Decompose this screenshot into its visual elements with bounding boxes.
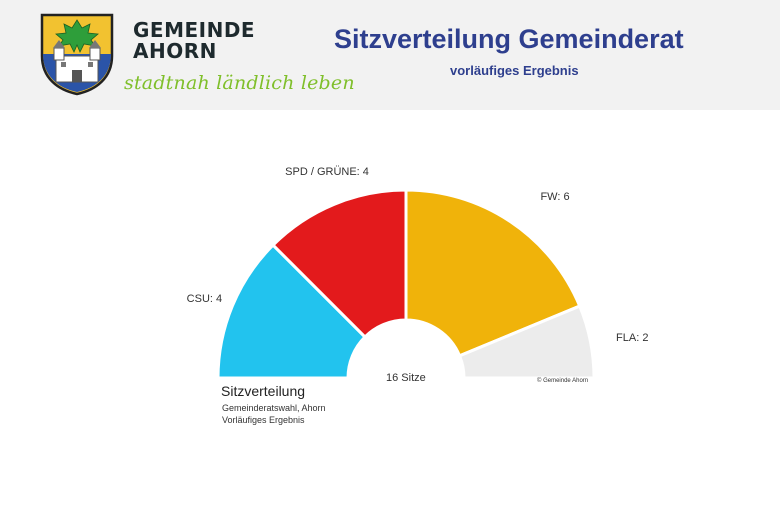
municipality-name-line1: GEMEINDE — [133, 18, 256, 42]
municipality-name: GEMEINDE AHORN — [133, 20, 255, 62]
seat-segment-fw — [404, 188, 582, 358]
page-title: Sitzverteilung Gemeinderat — [334, 24, 684, 54]
seat-label-spd-gr-ne: SPD / GRÜNE: 4 — [285, 165, 369, 178]
chart-copyright: © Gemeinde Ahorn — [537, 378, 589, 384]
page-subtitle: vorläufiges Ergebnis — [450, 63, 579, 78]
total-seats-label: 16 Sitze — [386, 372, 426, 384]
chart-caption-title: Sitzverteilung — [221, 383, 306, 399]
seat-distribution-chart — [216, 188, 596, 380]
chart-caption-line1: Gemeinderatswahl, Ahorn — [222, 403, 326, 413]
seat-label-fw: FW: 6 — [540, 190, 570, 203]
seat-label-csu: CSU: 4 — [186, 293, 223, 306]
page-header: GEMEINDE AHORN stadtnah ländlich leben S… — [0, 0, 780, 110]
seat-chart-panel: 16 Sitze © Gemeinde Ahorn CSU: 4 SPD / GR… — [180, 145, 654, 425]
seat-label-fla: FLA: 2 — [616, 331, 649, 344]
slogan: stadtnah ländlich leben — [124, 72, 355, 94]
chart-caption-line2: Vorläufiges Ergebnis — [222, 415, 305, 425]
seat-segment-fla — [457, 304, 596, 380]
seat-segment-csu — [216, 242, 368, 380]
seat-segment-spd-gr-ne — [270, 188, 408, 340]
municipality-name-line2: AHORN — [133, 39, 217, 63]
municipal-coat-of-arms-icon — [40, 13, 114, 96]
